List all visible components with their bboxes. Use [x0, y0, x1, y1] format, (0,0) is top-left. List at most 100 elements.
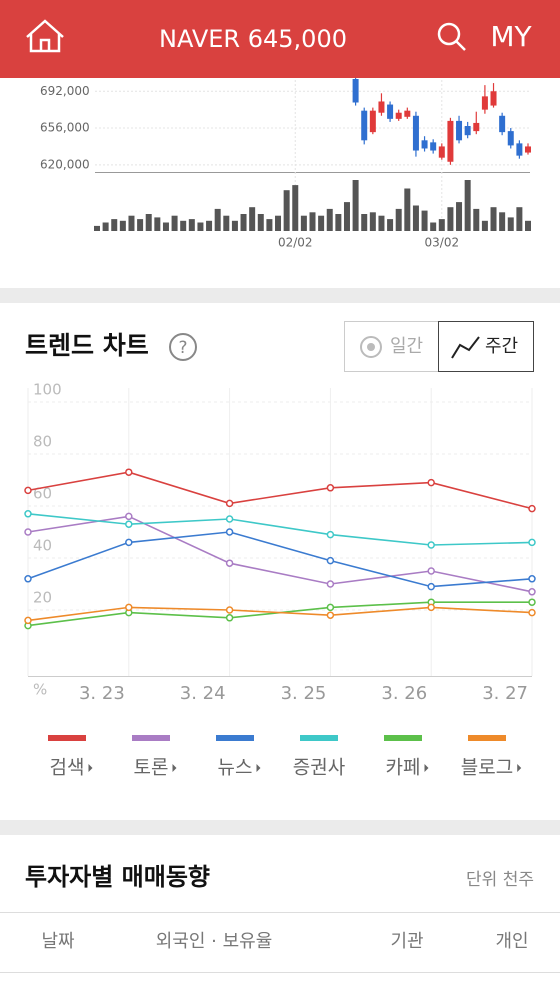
legend-label: 검색	[50, 757, 85, 779]
x-tick-label: 3. 27	[482, 683, 528, 704]
investor-title: 투자자별 매매동향	[25, 863, 210, 891]
volume-bar	[249, 207, 256, 231]
volume-bar	[378, 215, 385, 231]
candle-body	[369, 110, 376, 133]
investor-card	[0, 835, 560, 994]
series-point	[427, 582, 435, 591]
series-point	[24, 575, 32, 583]
volume-bar	[231, 220, 238, 231]
volume-bar	[119, 220, 126, 231]
series-line	[27, 531, 533, 588]
volume-bar	[430, 222, 437, 231]
volume-bar	[300, 215, 307, 231]
series-point	[528, 504, 536, 513]
series-point	[225, 614, 234, 622]
my-button[interactable]: MY	[490, 20, 532, 53]
candle-body	[421, 140, 428, 149]
volume-bar	[223, 215, 230, 231]
volume-bar	[283, 190, 290, 231]
weekly-label: 주간	[485, 336, 518, 357]
series-point	[528, 588, 536, 596]
candle-body	[361, 110, 368, 141]
series-line	[27, 515, 533, 593]
volume-bar	[266, 219, 273, 231]
y-tick-label: 692,000	[40, 84, 90, 98]
volume-bar	[447, 207, 454, 231]
y-tick-label: 80	[33, 433, 52, 451]
header-title: NAVER 645,000	[159, 25, 347, 53]
series-point	[125, 512, 133, 521]
volume-bar	[352, 180, 359, 231]
candle-body	[525, 146, 531, 153]
volume-bar	[240, 214, 247, 231]
weekly-icon	[451, 336, 480, 359]
legend-swatch	[48, 735, 86, 741]
candle-body	[378, 101, 385, 113]
y-unit: %	[33, 681, 47, 699]
series-line	[27, 471, 533, 510]
volume-bar	[128, 215, 135, 231]
series-point	[326, 484, 335, 492]
legend-swatch	[384, 735, 422, 741]
volume-bar	[395, 208, 402, 231]
volume-bar	[275, 215, 282, 231]
y-tick-label: 20	[33, 589, 52, 607]
candle-body	[507, 131, 514, 146]
daily-label: 일간	[390, 336, 423, 357]
column-header: 외국인 · 보유율	[156, 931, 273, 952]
legend-swatch	[300, 735, 338, 741]
column-header: 기관	[390, 931, 423, 952]
candle-body	[499, 115, 506, 133]
x-tick-label: 3. 26	[381, 683, 427, 704]
volume-bar	[369, 212, 376, 231]
series-point	[427, 541, 435, 549]
x-tick-label: 02/02	[278, 236, 313, 250]
candle-body	[490, 91, 497, 106]
series-point	[427, 603, 435, 612]
volume-bar	[154, 217, 161, 231]
volume-bar	[292, 185, 299, 231]
legend-swatch	[132, 735, 170, 741]
candle-body	[447, 120, 454, 162]
series-point	[125, 603, 133, 612]
candle-body	[395, 112, 402, 119]
home-icon[interactable]	[26, 19, 64, 53]
daily-icon	[360, 336, 382, 358]
series-point	[326, 556, 335, 565]
series-point	[326, 603, 335, 612]
column-header: 날짜	[41, 931, 75, 952]
volume-bar	[137, 219, 144, 231]
series-point	[326, 580, 335, 588]
volume-bar	[318, 215, 325, 231]
series-point	[528, 598, 536, 606]
series-point	[225, 606, 234, 614]
legend-label: 토론	[134, 757, 169, 779]
column-header: 개인	[495, 931, 528, 952]
series-point	[225, 559, 234, 567]
volume-bar	[525, 220, 531, 231]
legend-swatch	[216, 735, 254, 741]
candle-body	[412, 115, 419, 151]
volume-bar	[102, 222, 109, 231]
volume-bar	[464, 180, 471, 231]
candle-body	[473, 122, 480, 132]
candle-body	[387, 104, 394, 119]
daily-icon-dot	[367, 343, 375, 351]
weekly-button[interactable]	[438, 321, 534, 372]
volume-bar	[438, 219, 445, 231]
legend-label: 뉴스	[218, 757, 253, 779]
search-icon[interactable]	[437, 22, 461, 46]
legend-arrow	[424, 764, 429, 772]
legend-arrow	[517, 764, 522, 772]
y-tick-label: 100	[33, 381, 62, 399]
volume-bar	[188, 219, 195, 231]
volume-bar	[456, 202, 463, 231]
volume-bar	[171, 215, 178, 231]
series-line	[27, 513, 533, 546]
legend-swatch	[468, 735, 506, 741]
help-icon[interactable]	[169, 333, 197, 361]
candle-body	[464, 126, 471, 136]
volume-bar	[257, 214, 264, 231]
